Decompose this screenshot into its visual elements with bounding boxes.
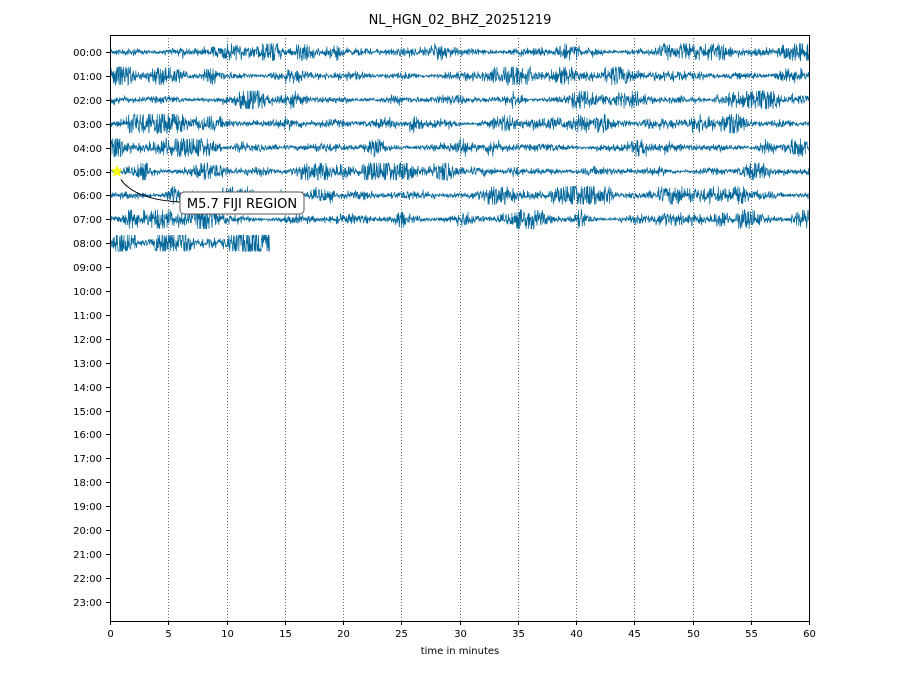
x-tick-label: 30 [454, 629, 467, 640]
x-tick-label: 50 [687, 629, 700, 640]
y-tick-label: 23:00 [73, 598, 102, 609]
x-tick-label: 10 [221, 629, 234, 640]
y-tick-label: 03:00 [73, 120, 102, 131]
x-tick-label: 55 [745, 629, 758, 640]
y-tick-label: 14:00 [73, 383, 102, 394]
annotation-arrow [120, 179, 181, 203]
waveform-trace [109, 234, 270, 253]
event-star-marker [110, 164, 124, 177]
x-tick-label: 5 [165, 629, 171, 640]
waveform-trace [109, 113, 810, 134]
x-tick-label: 45 [628, 629, 641, 640]
annotation-box [179, 191, 305, 215]
y-tick-label: 17:00 [73, 454, 102, 465]
x-tick-label: 0 [107, 629, 113, 640]
x-tick-label: 40 [570, 629, 583, 640]
event-annotations: M5.7 FIJI REGION [110, 164, 305, 215]
waveform-trace [109, 208, 810, 230]
waveform-trace [109, 185, 810, 206]
waveform-trace [109, 137, 810, 158]
x-tick-label: 60 [803, 629, 816, 640]
chart-title: NL_HGN_02_BHZ_20251219 [369, 13, 552, 28]
annotation-label: M5.7 FIJI REGION [187, 197, 297, 212]
y-tick-label: 09:00 [73, 263, 102, 274]
y-tick-label: 05:00 [73, 168, 102, 179]
x-tick-label: 25 [395, 629, 408, 640]
y-tick-label: 07:00 [73, 215, 102, 226]
y-axis-ticks: 00:00 01:00 02:00 03:00 04:00 05:00 06:00 07:00… [73, 48, 110, 609]
waveform-trace [109, 42, 810, 61]
waveform-trace [109, 162, 810, 182]
y-tick-label: 00:00 [73, 48, 102, 59]
y-tick-label: 10:00 [73, 287, 102, 298]
y-tick-label: 21:00 [73, 550, 102, 561]
y-tick-label: 13:00 [73, 359, 102, 370]
waveform-trace [109, 65, 810, 87]
y-tick-label: 11:00 [73, 311, 102, 322]
y-tick-label: 18:00 [73, 478, 102, 489]
y-tick-label: 12:00 [73, 335, 102, 346]
y-tick-label: 16:00 [73, 430, 102, 441]
x-axis-ticks: 0 5 10 15 20 25 30 35 40 45 50 55 60 [107, 621, 816, 640]
y-tick-label: 15:00 [73, 407, 102, 418]
x-tick-label: 15 [279, 629, 292, 640]
y-tick-label: 20:00 [73, 526, 102, 537]
y-tick-label: 22:00 [73, 574, 102, 585]
y-tick-label: 06:00 [73, 191, 102, 202]
y-tick-label: 08:00 [73, 239, 102, 250]
y-tick-label: 04:00 [73, 144, 102, 155]
x-tick-label: 20 [337, 629, 350, 640]
waveform-traces [109, 42, 810, 253]
x-tick-label: 35 [512, 629, 525, 640]
y-tick-label: 01:00 [73, 72, 102, 83]
y-tick-label: 02:00 [73, 96, 102, 107]
y-tick-label: 19:00 [73, 502, 102, 513]
x-axis-label: time in minutes [421, 646, 500, 657]
waveform-trace [109, 90, 810, 110]
